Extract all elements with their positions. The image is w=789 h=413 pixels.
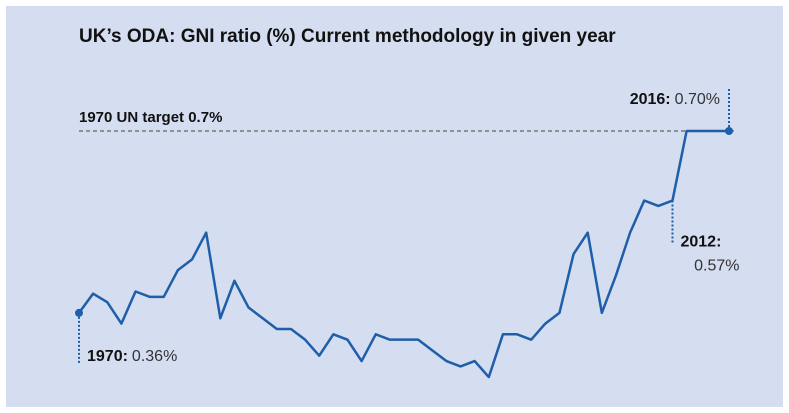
reference-label: 1970 UN target 0.7%	[79, 109, 222, 126]
annotation-value: 0.36%	[132, 348, 177, 365]
annotation-label: 1970:	[87, 348, 128, 365]
chart-title: UK’s ODA: GNI ratio (%) Current methodol…	[79, 26, 616, 47]
annotation-value: 0.57%	[694, 258, 739, 275]
annotation-dot	[725, 127, 733, 135]
annotation-text: 2016: 0.70%	[630, 91, 720, 108]
annotation-label: 2016:	[630, 91, 671, 108]
data-line	[77, 129, 729, 379]
annotation-label: 2012:	[680, 234, 721, 251]
annotation-text: 0.57%	[694, 258, 739, 275]
annotation-text: 1970: 0.36%	[87, 348, 177, 365]
annotation-text: 2012:	[680, 234, 721, 251]
annotation-dot	[75, 308, 83, 317]
panel	[6, 6, 783, 407]
annotation-value: 0.70%	[675, 91, 720, 108]
